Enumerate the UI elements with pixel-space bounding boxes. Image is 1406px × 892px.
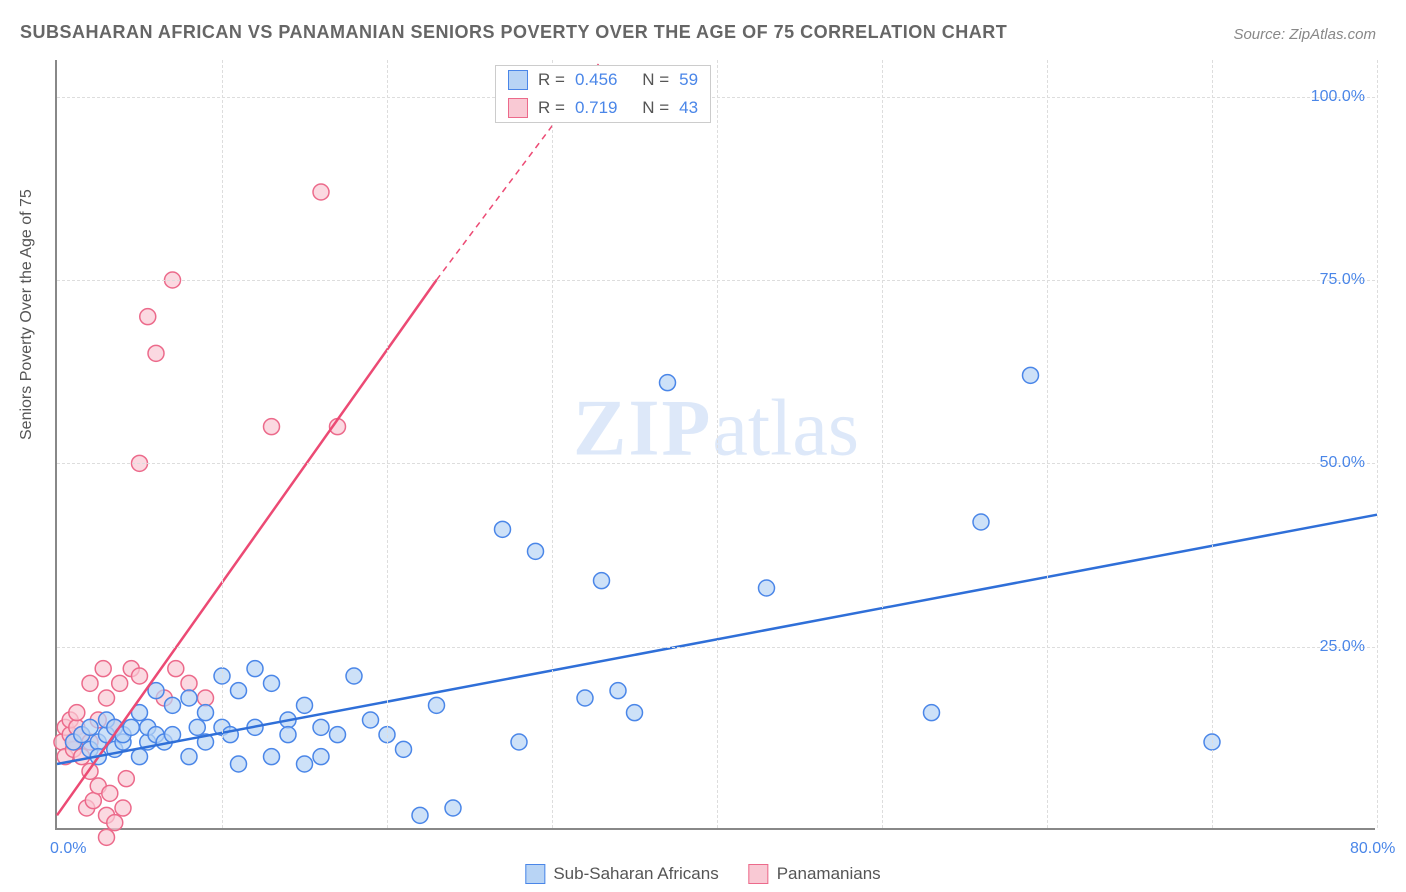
scatter-point (247, 661, 263, 677)
scatter-point (181, 675, 197, 691)
scatter-point (140, 309, 156, 325)
gridline-v (222, 60, 223, 828)
scatter-point (198, 690, 214, 706)
y-tick-label: 75.0% (1320, 271, 1365, 289)
scatter-point (95, 661, 111, 677)
x-tick-min: 0.0% (50, 840, 86, 858)
stats-row-blue: R = 0.456 N = 59 (496, 66, 710, 94)
scatter-point (412, 807, 428, 823)
scatter-point (264, 749, 280, 765)
scatter-point (99, 690, 115, 706)
swatch-blue-icon (525, 864, 545, 884)
swatch-blue-icon (508, 70, 528, 90)
gridline-h (57, 97, 1375, 98)
y-tick-label: 25.0% (1320, 638, 1365, 656)
scatter-point (115, 800, 131, 816)
scatter-point (495, 521, 511, 537)
scatter-point (610, 683, 626, 699)
r-label: R = (538, 98, 565, 118)
legend-label-blue: Sub-Saharan Africans (553, 864, 718, 884)
scatter-point (429, 697, 445, 713)
scatter-point (118, 771, 134, 787)
scatter-point (528, 543, 544, 559)
scatter-point (280, 727, 296, 743)
y-axis-label: Seniors Poverty Over the Age of 75 (18, 189, 36, 440)
scatter-point (181, 749, 197, 765)
scatter-point (1023, 367, 1039, 383)
n-value-pink: 43 (679, 98, 698, 118)
chart-title: SUBSAHARAN AFRICAN VS PANAMANIAN SENIORS… (20, 22, 1007, 43)
stats-row-pink: R = 0.719 N = 43 (496, 94, 710, 122)
scatter-point (973, 514, 989, 530)
gridline-h (57, 280, 1375, 281)
scatter-point (231, 683, 247, 699)
scatter-point (594, 573, 610, 589)
scatter-point (759, 580, 775, 596)
r-value-blue: 0.456 (575, 70, 618, 90)
swatch-pink-icon (749, 864, 769, 884)
scatter-point (82, 719, 98, 735)
swatch-pink-icon (508, 98, 528, 118)
scatter-point (168, 661, 184, 677)
y-tick-label: 100.0% (1311, 88, 1365, 106)
scatter-point (181, 690, 197, 706)
gridline-v (882, 60, 883, 828)
x-tick-max: 80.0% (1350, 840, 1395, 858)
scatter-point (313, 749, 329, 765)
legend-label-pink: Panamanians (777, 864, 881, 884)
scatter-point (107, 815, 123, 831)
legend-item-pink: Panamanians (749, 864, 881, 884)
r-value-pink: 0.719 (575, 98, 618, 118)
gridline-v (387, 60, 388, 828)
scatter-point (297, 756, 313, 772)
scatter-point (313, 184, 329, 200)
scatter-point (363, 712, 379, 728)
scatter-point (313, 719, 329, 735)
plot-area: ZIPatlas 25.0%50.0%75.0%100.0% (55, 60, 1375, 830)
gridline-v (1212, 60, 1213, 828)
scatter-point (264, 419, 280, 435)
scatter-point (445, 800, 461, 816)
stats-legend: R = 0.456 N = 59 R = 0.719 N = 43 (495, 65, 711, 123)
r-label: R = (538, 70, 565, 90)
scatter-point (132, 668, 148, 684)
scatter-point (297, 697, 313, 713)
bottom-legend: Sub-Saharan Africans Panamanians (525, 864, 880, 884)
scatter-point (330, 727, 346, 743)
gridline-v (1047, 60, 1048, 828)
scatter-point (189, 719, 205, 735)
gridline-h (57, 463, 1375, 464)
scatter-point (231, 756, 247, 772)
scatter-point (511, 734, 527, 750)
scatter-point (577, 690, 593, 706)
n-value-blue: 59 (679, 70, 698, 90)
n-label: N = (642, 98, 669, 118)
scatter-point (198, 705, 214, 721)
n-label: N = (642, 70, 669, 90)
gridline-h (57, 647, 1375, 648)
scatter-point (85, 793, 101, 809)
scatter-point (102, 785, 118, 801)
scatter-point (112, 675, 128, 691)
scatter-point (165, 697, 181, 713)
y-tick-label: 50.0% (1320, 454, 1365, 472)
chart-svg (57, 60, 1375, 828)
gridline-v (552, 60, 553, 828)
scatter-point (396, 741, 412, 757)
gridline-v (1377, 60, 1378, 828)
scatter-point (627, 705, 643, 721)
scatter-point (924, 705, 940, 721)
scatter-point (346, 668, 362, 684)
scatter-point (123, 719, 139, 735)
scatter-point (99, 829, 115, 845)
gridline-v (717, 60, 718, 828)
scatter-point (69, 705, 85, 721)
source-label: Source: ZipAtlas.com (1233, 26, 1376, 43)
scatter-point (660, 375, 676, 391)
scatter-point (132, 749, 148, 765)
scatter-point (148, 345, 164, 361)
scatter-point (264, 675, 280, 691)
scatter-point (82, 675, 98, 691)
legend-item-blue: Sub-Saharan Africans (525, 864, 718, 884)
